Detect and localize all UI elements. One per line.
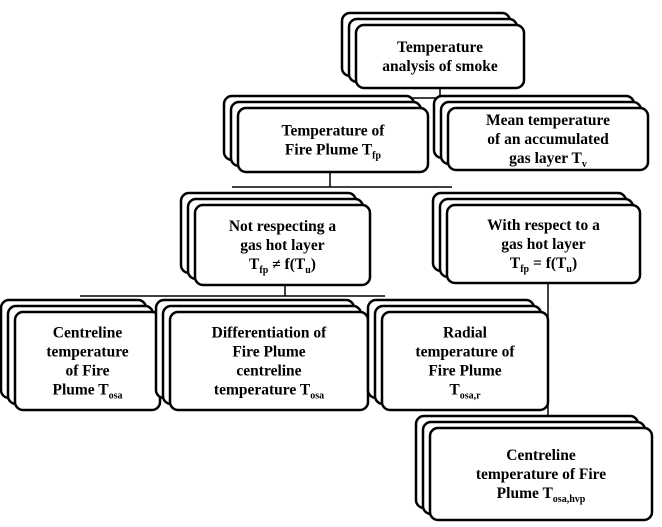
text: analysis of smoke: [382, 58, 498, 75]
subscript: fp: [520, 264, 529, 275]
node-text: Centreline: [506, 447, 576, 464]
node: Centreline temperature of Fire Plume Tosa​: [0, 298, 162, 412]
node-text: temperature of Fire: [476, 466, 606, 483]
node-text: temperature Tosa​: [214, 382, 324, 402]
text: Temperature of: [282, 123, 386, 140]
subscript: osa,hvp: [553, 494, 586, 505]
node-text: of an accumulated: [487, 131, 609, 148]
text: of an accumulated: [487, 131, 609, 148]
node: Mean temperature of an accumulated gas lay…: [432, 94, 650, 172]
box: [193, 203, 372, 287]
node-text: gas layer Tv​: [509, 150, 587, 170]
text: With respect to a: [487, 217, 600, 234]
text: Mean temperature: [486, 112, 610, 129]
subscript: osa: [310, 391, 324, 402]
node-text: Not respecting a: [229, 218, 337, 235]
node-text: Temperature of: [282, 123, 386, 140]
text: T: [449, 382, 460, 399]
text: Fire Plume: [232, 344, 305, 361]
node-text: temperature: [46, 344, 128, 361]
subscript: osa: [109, 391, 123, 402]
subscript: fp: [259, 265, 268, 276]
node-text: temperature of: [415, 344, 515, 361]
text: of Fire: [65, 363, 109, 380]
text: ): [572, 255, 577, 272]
box: [446, 106, 650, 172]
box: [236, 106, 430, 174]
node: Differentiation of Fire Plume centreline te…: [154, 298, 370, 412]
text: gas layer T: [509, 150, 582, 167]
node-text: gas hot layer: [501, 236, 586, 253]
box: [380, 310, 550, 412]
node: Centreline temperature of Fire Plume Tosa,…: [414, 414, 654, 522]
box: [354, 23, 526, 90]
node-text: Fire Plume: [428, 363, 501, 380]
node-text: Radial: [443, 325, 488, 342]
node-text: Fire Plume Tfp​: [285, 142, 382, 162]
node-text: Tosa,r​: [449, 382, 481, 402]
subscript: u: [566, 264, 572, 275]
node-text: Plume Tosa​: [52, 382, 122, 402]
subscript: fp: [372, 151, 381, 162]
subscript: osa,r: [460, 391, 481, 402]
node-text: With respect to a: [487, 217, 600, 234]
text: Plume T: [497, 485, 554, 502]
text: = f(T: [529, 255, 567, 272]
text: temperature of Fire: [476, 466, 606, 483]
text: ≠ f(T: [268, 256, 306, 273]
node-text: Centreline: [53, 325, 123, 342]
text: Centreline: [506, 447, 576, 464]
node-text: Temperature: [397, 39, 483, 56]
node-text: analysis of smoke: [382, 58, 498, 75]
node: With respect to a gas hot layer Tfp​ = f(T…: [431, 191, 642, 285]
text: ): [311, 256, 316, 273]
node-text: centreline: [236, 363, 301, 380]
text: gas hot layer: [501, 236, 586, 253]
node-text: Fire Plume: [232, 344, 305, 361]
node-text: Differentiation of: [212, 325, 327, 342]
text: Fire Plume T: [285, 142, 373, 159]
text: Temperature: [397, 39, 483, 56]
box: [428, 426, 654, 522]
node-text: Tfp​ = f(Tu​): [510, 255, 577, 275]
text: Plume T: [52, 382, 109, 399]
node-text: gas hot layer: [240, 237, 325, 254]
node: Temperature analysis of smoke: [340, 11, 526, 90]
node-text: Mean temperature: [486, 112, 610, 129]
text: temperature: [46, 344, 128, 361]
box: [445, 203, 642, 285]
node: Radial temperature of Fire Plume Tosa,r​: [366, 298, 550, 412]
node: Temperature of Fire Plume Tfp​: [222, 94, 430, 174]
node-text: Tfp​ ≠ f(Tu​): [249, 256, 316, 276]
text: gas hot layer: [240, 237, 325, 254]
subscript: v: [582, 159, 587, 170]
text: Not respecting a: [229, 218, 337, 235]
node-text: Plume Tosa,hvp​: [497, 485, 586, 505]
text: centreline: [236, 363, 301, 380]
text: T: [249, 256, 260, 273]
text: Radial: [443, 325, 488, 342]
text: Differentiation of: [212, 325, 327, 342]
text: temperature T: [214, 382, 311, 399]
subscript: u: [305, 265, 311, 276]
node: Not respecting a gas hot layer Tfp​ ≠ f(Tu…: [179, 191, 372, 287]
node-text: of Fire: [65, 363, 109, 380]
text: T: [510, 255, 521, 272]
text: Centreline: [53, 325, 123, 342]
text: temperature of: [415, 344, 515, 361]
text: Fire Plume: [428, 363, 501, 380]
